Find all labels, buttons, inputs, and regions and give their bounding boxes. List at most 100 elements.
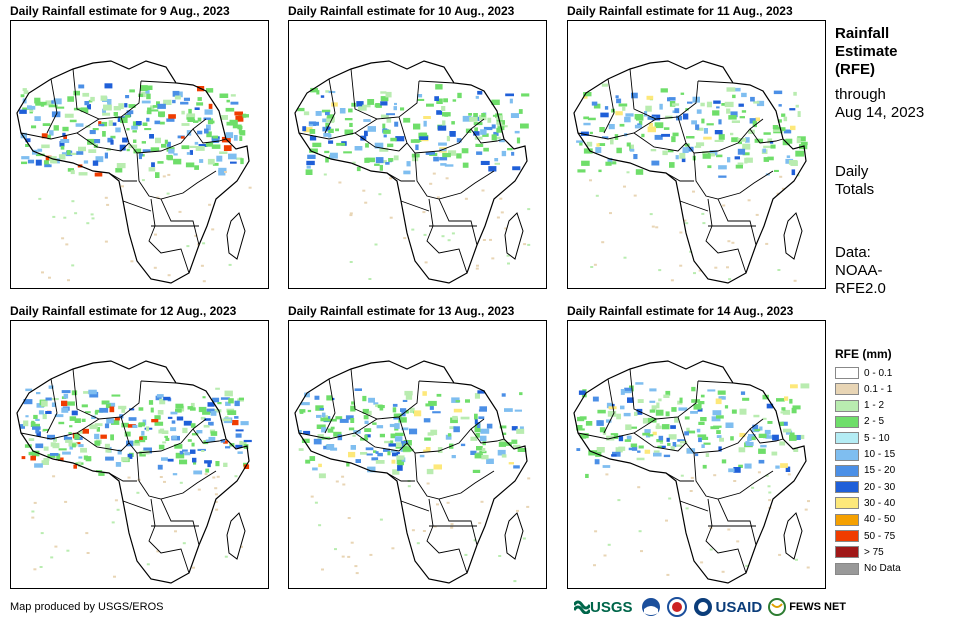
rain-cell xyxy=(49,453,59,456)
rain-cell xyxy=(609,212,612,215)
rain-cell xyxy=(623,185,626,188)
rain-cell xyxy=(752,120,756,127)
rain-cell xyxy=(238,128,242,134)
rain-cell xyxy=(107,99,112,105)
rain-cell xyxy=(779,441,786,446)
rain-cell xyxy=(502,125,508,128)
rain-cell xyxy=(718,134,725,140)
rain-cell xyxy=(91,415,96,419)
rain-cell xyxy=(637,450,641,453)
rain-cell xyxy=(224,555,228,558)
rain-cell xyxy=(98,472,105,476)
rain-cell xyxy=(41,144,50,149)
rain-cell xyxy=(721,459,727,464)
rain-cell xyxy=(379,406,384,411)
rain-cell xyxy=(216,155,223,162)
rain-cell xyxy=(118,103,124,109)
rain-cell xyxy=(718,396,726,400)
rain-cell xyxy=(226,99,230,103)
rain-cell xyxy=(170,411,178,415)
rain-cell xyxy=(107,137,113,143)
country-border xyxy=(679,500,709,512)
legend-swatch xyxy=(835,448,859,461)
rain-cell xyxy=(411,228,415,231)
rain-cell xyxy=(223,440,228,444)
rain-cell xyxy=(69,119,77,123)
rain-cell xyxy=(593,564,596,567)
country-border xyxy=(192,128,227,144)
rain-cell xyxy=(348,108,353,113)
rain-cell xyxy=(511,426,518,431)
rain-cell xyxy=(349,212,353,215)
rain-cell xyxy=(709,150,718,156)
rain-cell xyxy=(188,108,192,114)
rain-cell xyxy=(81,404,88,408)
country-border xyxy=(418,380,455,384)
rain-cell xyxy=(727,240,731,243)
rain-cell xyxy=(157,410,164,415)
rain-cell xyxy=(744,463,752,469)
rain-cell xyxy=(695,453,699,457)
rain-cell xyxy=(325,90,330,93)
rain-cell xyxy=(167,274,171,277)
rain-cell xyxy=(499,197,503,200)
rain-cell xyxy=(170,427,177,432)
rain-cell xyxy=(376,104,382,108)
country-border xyxy=(122,200,152,212)
rain-cell xyxy=(155,395,162,401)
rainfall-map xyxy=(567,320,826,589)
rain-cell xyxy=(154,415,161,420)
rain-cell xyxy=(386,113,395,116)
rain-cell xyxy=(380,91,387,94)
rain-cell xyxy=(239,130,246,136)
rain-cell xyxy=(778,553,782,556)
country-border xyxy=(160,198,200,246)
rain-cell xyxy=(682,113,689,120)
rain-cell xyxy=(167,416,173,419)
rain-cell xyxy=(670,279,674,282)
rain-cell xyxy=(622,106,626,111)
rain-cell xyxy=(742,143,751,150)
rain-cell xyxy=(106,402,116,407)
rain-cell xyxy=(95,156,104,163)
rain-cell xyxy=(658,435,664,441)
rain-cell xyxy=(323,445,327,450)
rain-cell xyxy=(758,459,765,464)
rain-cell xyxy=(243,464,250,469)
rain-cell xyxy=(22,88,27,91)
rain-cell xyxy=(156,394,164,398)
rain-cell xyxy=(480,500,484,503)
rain-cell xyxy=(153,266,157,269)
rain-cell xyxy=(520,123,529,129)
rain-cell xyxy=(104,240,108,243)
rain-cell xyxy=(598,143,606,146)
rain-cell xyxy=(472,469,481,473)
rain-cell xyxy=(104,83,113,89)
rain-cell xyxy=(371,457,379,461)
rain-cell xyxy=(166,192,170,195)
rain-cell xyxy=(670,446,675,451)
rain-cell xyxy=(403,237,407,240)
rain-cell xyxy=(202,242,206,245)
rain-cell xyxy=(653,452,662,457)
rain-cell xyxy=(400,107,405,111)
country-border xyxy=(350,368,420,420)
rain-cell xyxy=(519,392,523,396)
rain-cell xyxy=(618,435,624,442)
rain-cell xyxy=(473,131,480,136)
legend-swatch xyxy=(835,432,859,445)
rain-cell xyxy=(47,434,55,440)
country-border xyxy=(577,418,657,440)
rain-cell xyxy=(33,501,37,504)
country-border xyxy=(72,368,142,420)
rain-cell xyxy=(506,254,510,257)
rain-cell xyxy=(355,572,359,575)
rain-cell xyxy=(776,192,780,195)
rain-cell xyxy=(104,423,110,429)
rain-cell xyxy=(781,187,785,190)
rain-cell xyxy=(496,115,503,122)
rain-cell xyxy=(181,145,190,150)
rain-cell xyxy=(727,528,731,531)
rain-cell xyxy=(124,114,131,118)
rain-cell xyxy=(476,151,483,155)
